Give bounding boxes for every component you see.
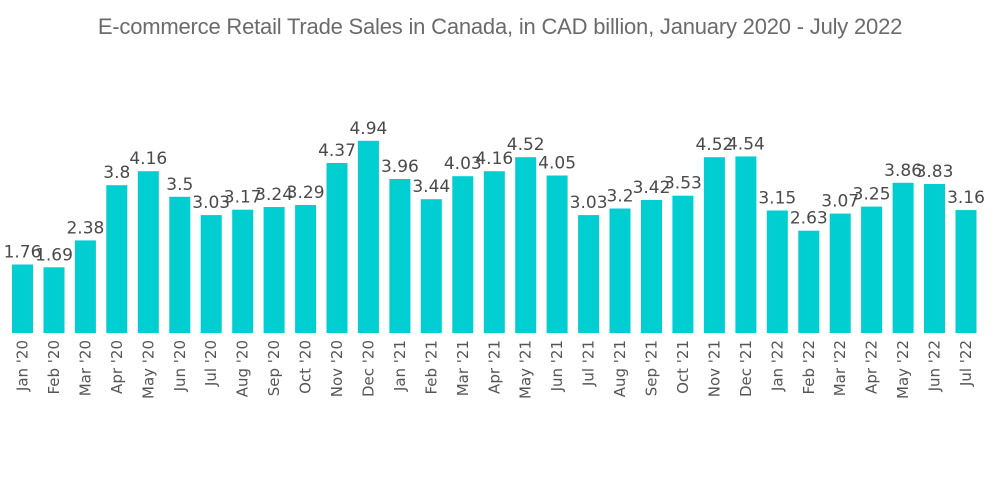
data-label: 4.16: [475, 149, 513, 169]
x-tick-label: Jan '22: [768, 340, 786, 392]
x-tick-label: Mar '22: [831, 340, 849, 396]
x-tick-label: Jul '22: [957, 340, 975, 387]
x-tick-label: Dec '21: [737, 340, 755, 397]
data-label: 1.69: [35, 245, 73, 265]
x-tick-label: Oct '21: [674, 340, 692, 394]
bar: [389, 179, 411, 333]
x-tick-label: Feb '21: [422, 340, 440, 395]
bar: [232, 209, 254, 333]
data-label: 4.16: [129, 149, 167, 169]
x-tick-label: Aug '20: [234, 340, 252, 397]
bar: [546, 175, 568, 333]
data-label: 3.16: [947, 188, 985, 208]
x-tick-label: Aug '21: [611, 340, 629, 397]
data-label: 3.07: [821, 192, 859, 212]
data-label: 4.52: [507, 135, 545, 155]
bar: [924, 184, 945, 333]
data-label: 3.53: [664, 174, 702, 194]
x-tick-label: May '22: [894, 340, 912, 399]
x-tick-label: Nov '21: [705, 340, 723, 397]
x-tick-label: May '21: [517, 340, 535, 399]
x-axis-ticks: Jan '20 Feb '20 Mar '20 Apr '20 May '20 Jun '…: [14, 340, 976, 399]
x-tick-label: Mar '20: [76, 340, 94, 396]
x-tick-label: Apr '22: [863, 340, 881, 394]
bar: [357, 140, 379, 333]
data-label: 3.24: [255, 185, 293, 205]
data-label: 3.86: [884, 161, 922, 181]
bar: [955, 210, 977, 333]
x-tick-label: Sep '20: [265, 340, 283, 396]
data-label: 3.03: [192, 193, 230, 213]
data-label: 3.8: [103, 163, 130, 183]
x-tick-label: Jun '20: [171, 340, 189, 392]
data-label: 3.15: [758, 189, 796, 209]
data-label: 1.76: [4, 243, 42, 263]
bar: [74, 240, 96, 333]
data-label: 3.5: [166, 175, 193, 195]
chart-title: E-commerce Retail Trade Sales in Canada,…: [97, 14, 903, 39]
x-tick-label: Jul '21: [580, 340, 598, 387]
x-tick-label: Jun '22: [926, 340, 944, 392]
bar: [420, 199, 442, 333]
data-labels-group: 1.761.692.383.84.163.53.033.173.243.294.…: [4, 119, 985, 265]
x-tick-label: Jun '21: [548, 340, 566, 392]
bar: [263, 207, 285, 333]
data-label: 4.03: [444, 154, 482, 174]
x-tick-label: Sep '21: [643, 340, 661, 396]
data-label: 3.83: [916, 162, 954, 182]
data-label: 4.54: [727, 134, 765, 154]
data-label: 3.96: [381, 157, 419, 177]
bar: [200, 215, 222, 333]
bar: [735, 156, 757, 333]
data-label: 4.52: [695, 135, 733, 155]
bar: [515, 157, 537, 333]
data-label: 3.42: [633, 178, 671, 198]
bar: [672, 195, 694, 333]
bar: [295, 205, 317, 333]
bar: [829, 213, 851, 333]
data-label: 3.03: [570, 193, 608, 213]
x-tick-label: Feb '22: [800, 340, 818, 395]
bar: [798, 230, 820, 333]
bar: [766, 210, 788, 333]
x-tick-label: May '20: [139, 340, 157, 399]
data-label: 4.37: [318, 141, 356, 161]
data-label: 4.05: [538, 154, 576, 174]
bar: [43, 267, 65, 333]
bar: [137, 171, 159, 333]
bar: [12, 264, 33, 333]
bar: [609, 208, 631, 333]
bar: [892, 182, 914, 333]
data-label: 3.2: [606, 187, 633, 207]
bar: [578, 215, 600, 333]
data-label: 2.38: [66, 218, 104, 238]
bar: [169, 196, 191, 333]
x-tick-label: Mar '21: [454, 340, 472, 396]
bar: [861, 206, 883, 333]
x-tick-label: Jul '20: [202, 340, 220, 387]
data-label: 3.44: [412, 177, 450, 197]
x-tick-label: Feb '20: [45, 340, 63, 395]
x-tick-label: Apr '21: [485, 340, 503, 394]
bars-group: [12, 140, 977, 333]
data-label: 3.29: [287, 183, 325, 203]
x-tick-label: Jan '20: [14, 340, 32, 392]
x-tick-label: Nov '20: [328, 340, 346, 397]
data-label: 3.17: [224, 188, 262, 208]
bar: [106, 185, 128, 333]
bar: [452, 176, 474, 333]
bar: [326, 163, 348, 333]
data-label: 4.94: [349, 119, 387, 139]
x-tick-label: Oct '20: [297, 340, 315, 394]
data-label: 3.25: [853, 185, 891, 205]
bar: [703, 157, 725, 333]
x-tick-label: Apr '20: [108, 340, 126, 394]
bar: [641, 200, 662, 333]
bar: [483, 171, 505, 333]
x-tick-label: Dec '20: [359, 340, 377, 397]
data-label: 2.63: [790, 209, 828, 229]
x-tick-label: Jan '21: [391, 340, 409, 392]
